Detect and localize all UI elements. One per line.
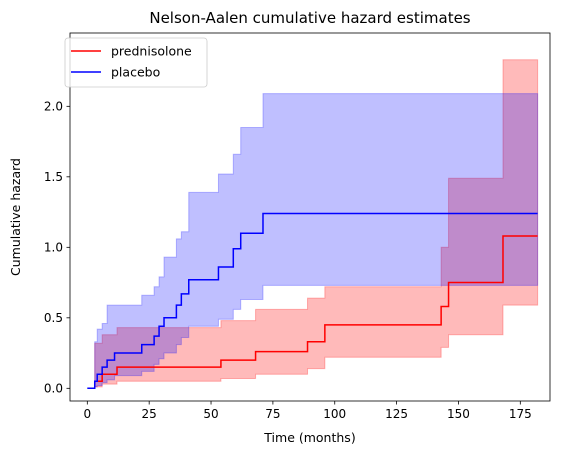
legend: prednisolone placebo	[64, 37, 208, 88]
x-axis-label: Time (months)	[263, 430, 355, 445]
plot-frame	[69, 32, 551, 402]
series-line-placebo	[87, 212, 538, 390]
confidence-bands	[87, 59, 539, 389]
x-tick-label: 50	[203, 407, 218, 421]
x-tick-label: 125	[385, 407, 408, 421]
x-tick-label: 0	[83, 407, 91, 421]
y-tick-label: 1.0	[44, 241, 63, 255]
series-line-prednisolone	[92, 235, 538, 390]
x-tick-label: 150	[447, 407, 470, 421]
y-tick-label: 1.5	[44, 170, 63, 184]
y-axis: 0.0 0.5 1.0 1.5 2.0	[44, 100, 70, 396]
y-tick-label: 0.0	[44, 382, 63, 396]
legend-label-placebo: placebo	[111, 65, 160, 80]
y-tick-label: 0.5	[44, 311, 63, 325]
x-tick-label: 100	[323, 407, 346, 421]
x-tick-label: 25	[142, 407, 157, 421]
y-tick-label: 2.0	[44, 100, 63, 114]
chart-title: Nelson-Aalen cumulative hazard estimates	[149, 9, 470, 27]
series-lines	[87, 212, 538, 390]
y-axis-label: Cumulative hazard	[8, 158, 23, 276]
x-tick-label: 175	[509, 407, 532, 421]
x-axis: 0 25 50 75 100 125 150 175	[83, 401, 532, 421]
ci-band-prednisolone	[92, 59, 539, 389]
ci-band-placebo	[87, 93, 539, 389]
x-tick-label: 75	[265, 407, 280, 421]
legend-label-prednisolone: prednisolone	[111, 44, 192, 59]
